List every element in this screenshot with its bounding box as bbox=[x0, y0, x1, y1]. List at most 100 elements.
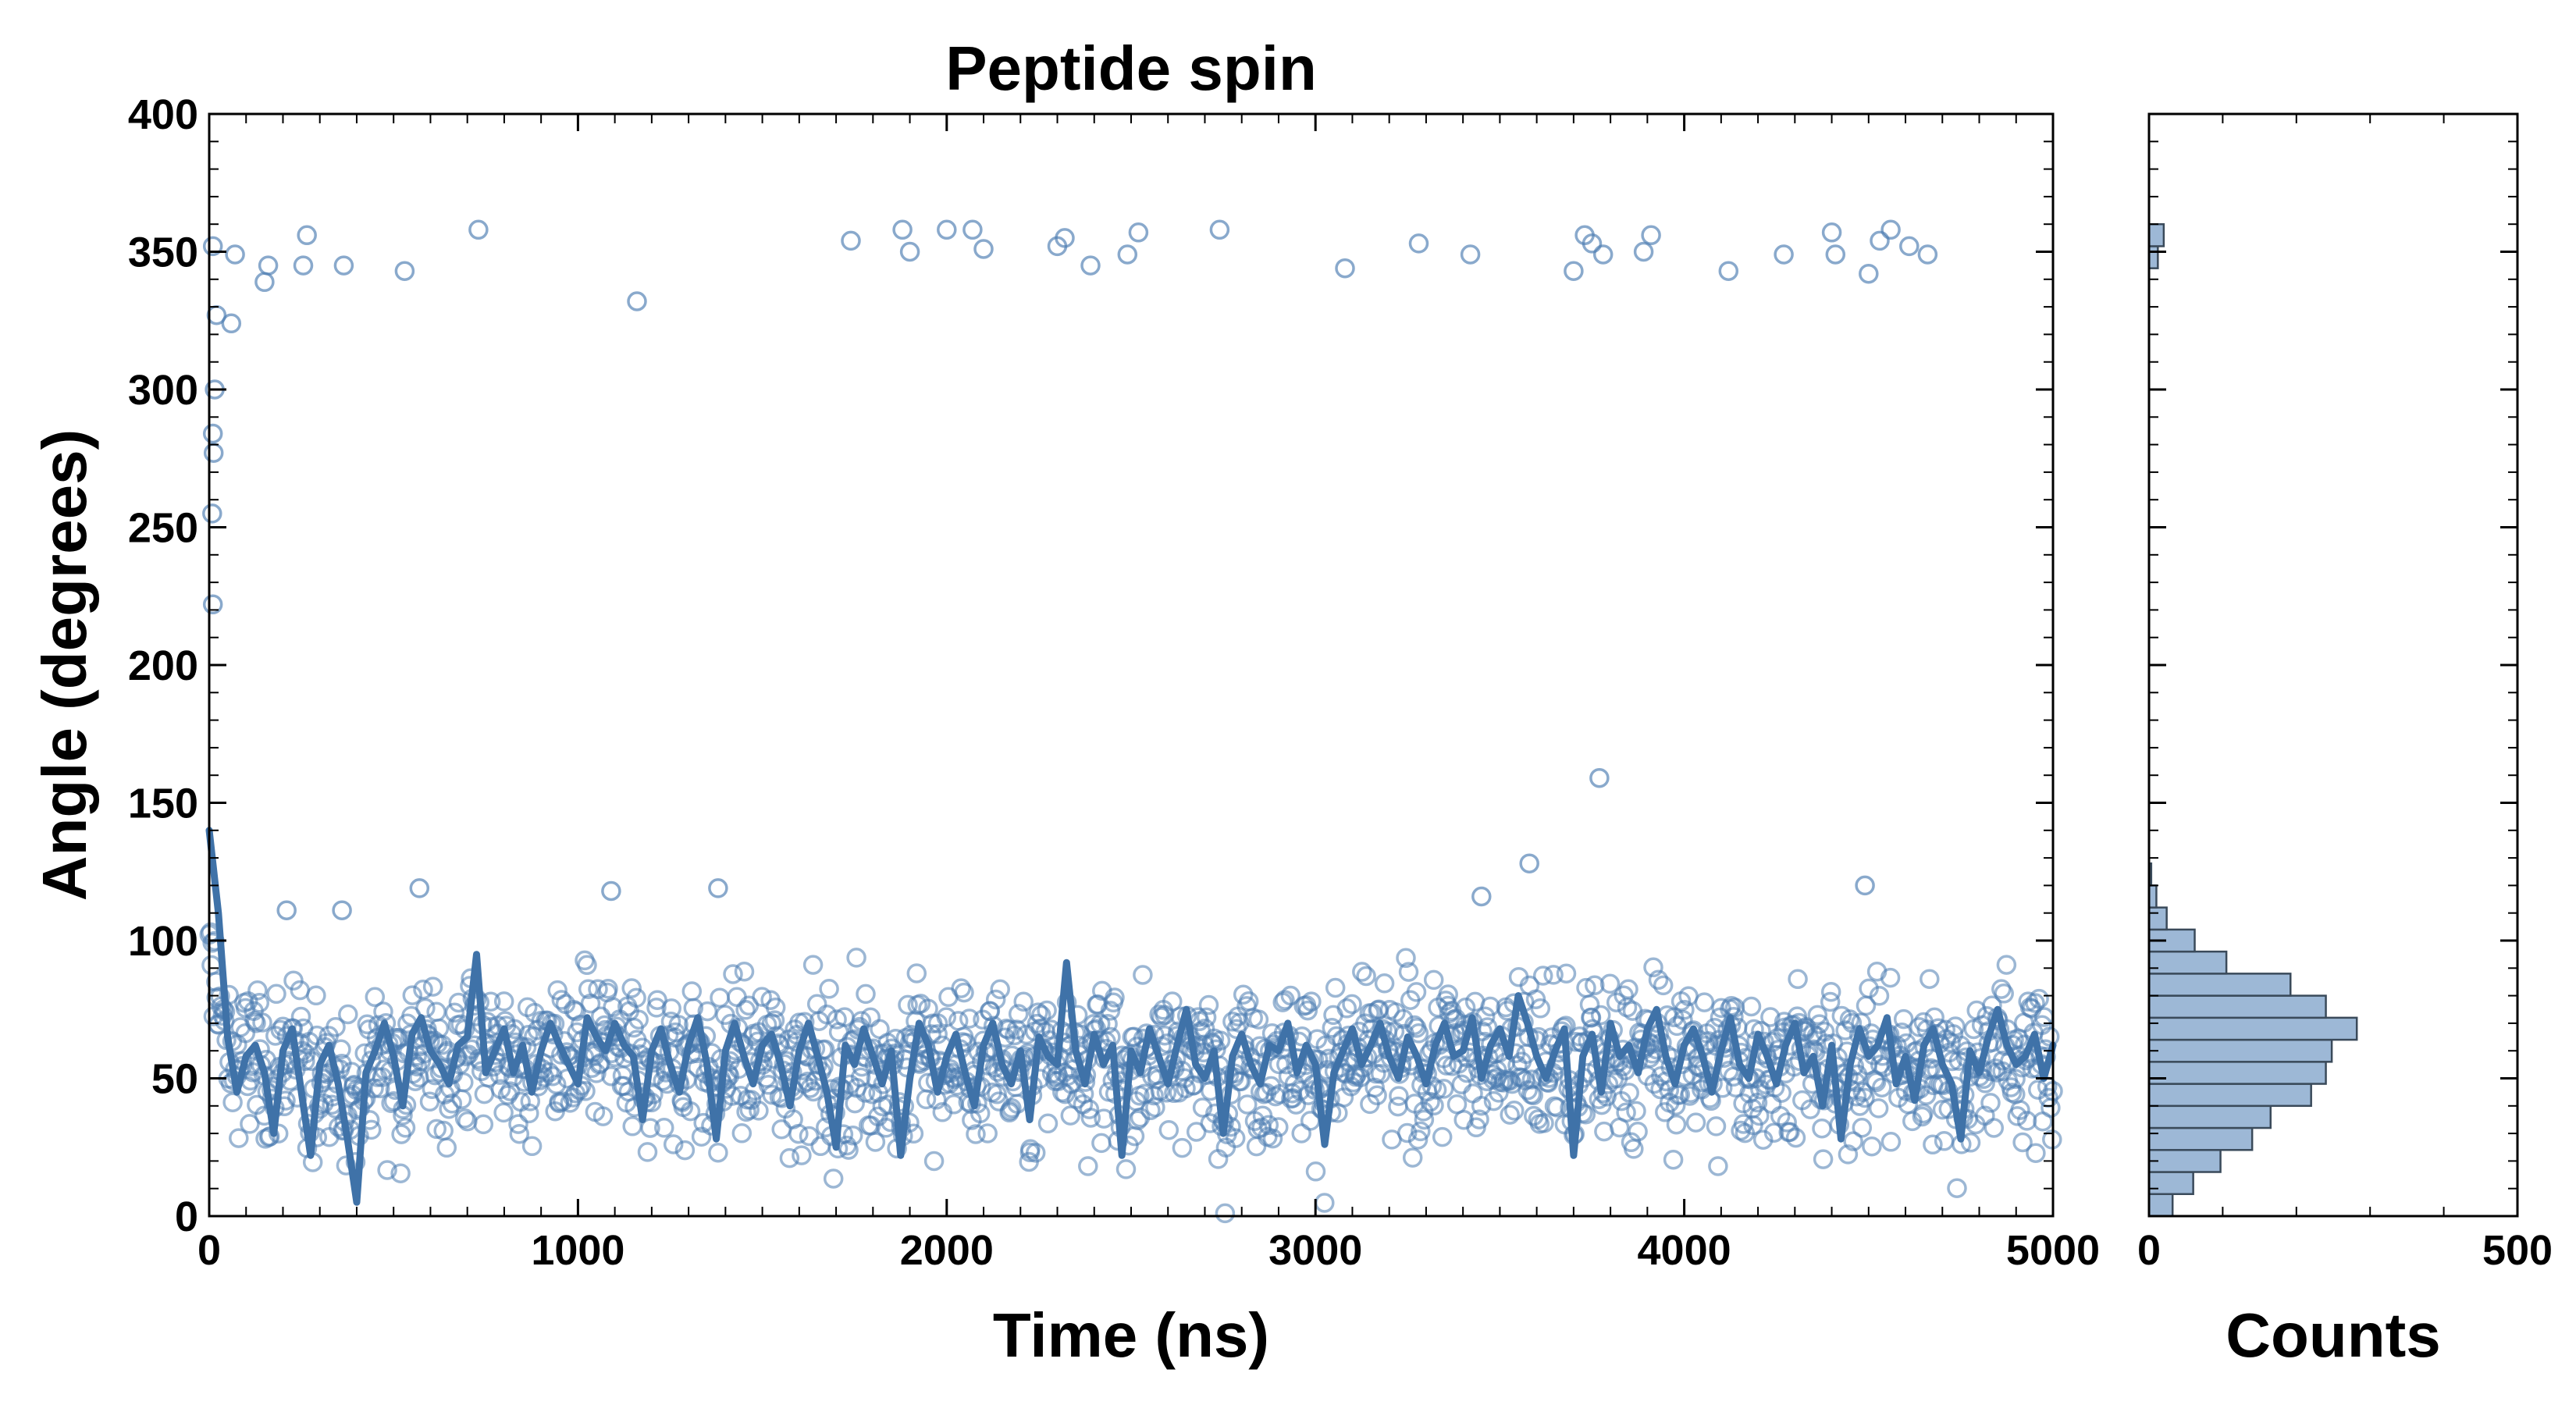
data-point bbox=[1655, 1102, 1675, 1122]
data-point bbox=[735, 1000, 756, 1020]
data-point bbox=[838, 1140, 859, 1160]
data-point bbox=[290, 1006, 311, 1027]
data-point bbox=[1869, 986, 1890, 1006]
data-point bbox=[1975, 1073, 1995, 1094]
data-point bbox=[1037, 1000, 1057, 1021]
data-point bbox=[898, 994, 918, 1016]
data-point bbox=[1013, 991, 1034, 1012]
data-point bbox=[1771, 1083, 1791, 1103]
data-point bbox=[1398, 962, 1419, 982]
data-point bbox=[739, 1100, 760, 1120]
data-point bbox=[764, 1010, 785, 1030]
data-point bbox=[287, 1087, 308, 1108]
histogram-bar bbox=[2147, 245, 2159, 269]
data-point bbox=[1336, 998, 1357, 1019]
data-point bbox=[413, 980, 433, 1000]
data-point bbox=[1500, 1104, 1520, 1125]
data-point bbox=[951, 978, 971, 998]
data-point bbox=[1002, 1097, 1022, 1119]
data-point bbox=[936, 1007, 957, 1027]
data-point bbox=[1192, 1097, 1213, 1118]
data-point bbox=[1406, 982, 1427, 1002]
data-point bbox=[1370, 1064, 1391, 1084]
histogram-x-axis-title: Counts bbox=[2226, 1300, 2441, 1370]
data-point bbox=[1749, 1105, 1770, 1126]
data-point bbox=[1852, 1118, 1873, 1138]
data-point bbox=[1426, 1080, 1447, 1100]
data-point bbox=[2012, 1132, 2033, 1153]
outlier-point bbox=[1855, 875, 1875, 896]
data-point bbox=[1530, 998, 1551, 1019]
outlier-point bbox=[1460, 244, 1481, 265]
data-point bbox=[454, 1108, 475, 1129]
outlier-point bbox=[973, 239, 994, 259]
data-point bbox=[551, 990, 572, 1010]
data-point bbox=[865, 1132, 886, 1152]
data-point bbox=[856, 984, 876, 1005]
data-point bbox=[966, 1124, 986, 1144]
data-point bbox=[1706, 1116, 1727, 1136]
data-point bbox=[1301, 991, 1322, 1012]
data-point bbox=[422, 976, 443, 997]
y-axis-title: Angle (degrees) bbox=[30, 429, 99, 902]
outlier-point bbox=[409, 878, 430, 898]
outlier-point bbox=[202, 503, 222, 524]
outlier-point bbox=[468, 219, 489, 240]
data-point bbox=[1913, 1103, 1934, 1124]
data-point bbox=[923, 1151, 945, 1172]
outlier-point bbox=[1209, 219, 1230, 240]
data-point bbox=[792, 1145, 812, 1165]
data-point bbox=[1511, 1067, 1532, 1088]
data-point bbox=[2010, 1100, 2030, 1120]
data-point bbox=[1433, 1079, 1454, 1099]
data-point bbox=[647, 990, 667, 1010]
data-point bbox=[1760, 1007, 1781, 1027]
data-point bbox=[1616, 1102, 1636, 1123]
outlier-point bbox=[1471, 886, 1492, 907]
data-point bbox=[1305, 1161, 1326, 1182]
data-point bbox=[586, 1063, 607, 1083]
data-point bbox=[1475, 1006, 1496, 1027]
data-point bbox=[246, 1012, 266, 1033]
data-point bbox=[990, 979, 1010, 1000]
data-point bbox=[1407, 1129, 1429, 1150]
data-point bbox=[1098, 1014, 1118, 1034]
data-point bbox=[1599, 973, 1621, 994]
histogram-x-tick-labels: 0 500 bbox=[2137, 1227, 2553, 1274]
histogram-bar bbox=[2147, 1126, 2254, 1151]
outlier-point bbox=[276, 900, 297, 920]
outlier-point bbox=[258, 255, 279, 276]
running-average-line bbox=[205, 827, 2057, 1206]
data-point bbox=[1115, 1159, 1137, 1179]
data-point bbox=[799, 1126, 820, 1147]
data-point bbox=[1813, 1149, 1834, 1169]
data-point bbox=[637, 1142, 658, 1162]
outlier-point bbox=[202, 236, 223, 257]
hist-x-tick-label: 0 bbox=[2137, 1227, 2161, 1274]
data-point bbox=[788, 1123, 809, 1144]
x-tick-label: 1000 bbox=[531, 1227, 624, 1274]
data-point bbox=[959, 1008, 980, 1029]
histogram-bar bbox=[2147, 994, 2327, 1019]
data-point bbox=[1215, 1203, 1236, 1224]
x-tick-label: 3000 bbox=[1268, 1227, 1362, 1274]
data-point bbox=[977, 1123, 998, 1144]
outlier-point bbox=[394, 261, 415, 281]
data-point bbox=[1838, 1144, 1859, 1165]
data-point bbox=[1268, 1117, 1289, 1137]
histogram-panel: 0 500 Counts bbox=[2137, 112, 2553, 1370]
data-point bbox=[1397, 1122, 1418, 1144]
data-point bbox=[1579, 994, 1600, 1015]
data-point bbox=[1872, 1077, 1892, 1097]
data-point bbox=[1162, 991, 1183, 1012]
data-point bbox=[646, 998, 667, 1018]
scatter-panel: 0 1000 2000 3000 4000 5000 0 50 100 150 200 250 300… bbox=[30, 34, 2100, 1370]
data-point bbox=[598, 978, 618, 999]
data-point bbox=[1643, 957, 1663, 978]
data-point bbox=[1891, 1023, 1912, 1043]
data-point bbox=[1262, 1128, 1283, 1149]
data-point bbox=[1025, 1143, 1046, 1163]
data-point bbox=[1356, 966, 1376, 987]
data-point bbox=[1225, 1128, 1246, 1148]
